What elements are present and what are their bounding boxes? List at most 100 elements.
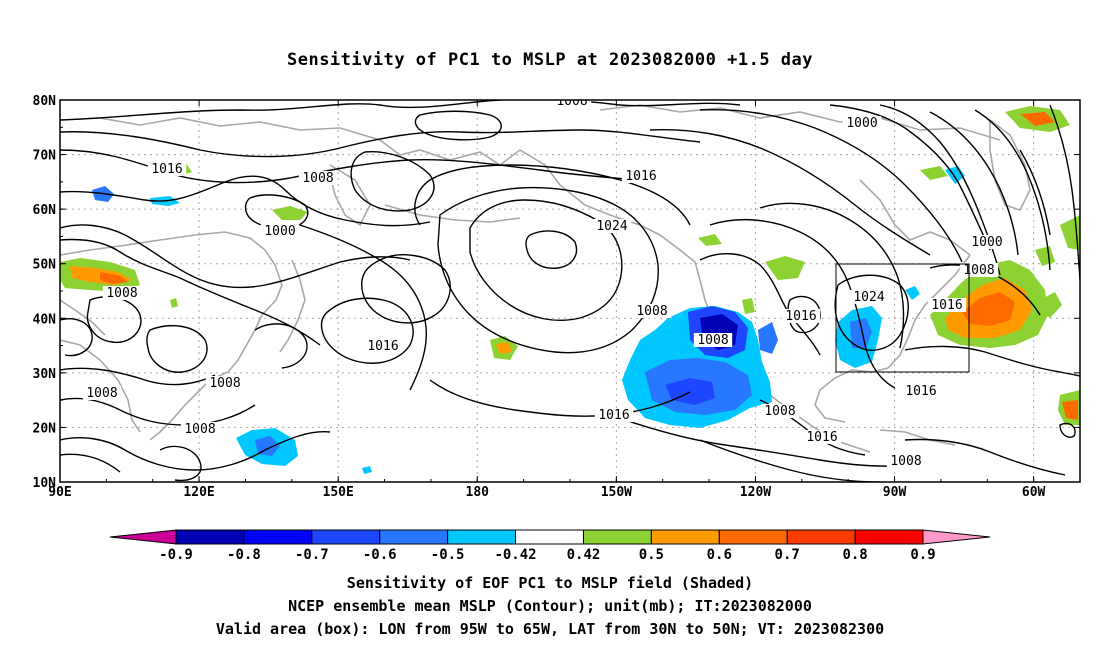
lon-tick-label: 150E: [323, 485, 354, 500]
colorbar-swatch: [854, 529, 924, 545]
lat-tick-label: 60N: [33, 203, 57, 218]
contour-label-bg: [901, 384, 941, 398]
colorbar-swatch: [243, 529, 313, 545]
contour-label-bg: [180, 422, 220, 436]
lon-tick-label: 120W: [740, 485, 771, 500]
colorbar-swatch: [515, 529, 584, 545]
colorbar: -0.9 -0.8 -0.7 -0.6 -0.5 -0.42 0.42 0.5 0.6 0.7 0.…: [109, 529, 991, 563]
contour-label: 1008: [184, 422, 215, 437]
colorbar-swatch: [379, 529, 449, 545]
contour-label: 1008: [636, 304, 667, 319]
contour-label-bg: [552, 100, 592, 108]
colorbar-label: 0.5: [639, 547, 664, 563]
contour-label-bg: [298, 171, 338, 185]
caption-valid-area: Valid area (box): LON from 95W to 65W, L…: [215, 620, 885, 638]
colorbar-label: 0.9: [910, 547, 935, 563]
contour-label: 1016: [151, 162, 182, 177]
contour-label-bg: [693, 333, 733, 347]
colorbar-label: 0.6: [707, 547, 732, 563]
lon-tick-label: 60W: [1022, 485, 1046, 500]
contour-label-bg: [849, 290, 889, 304]
contour-label: 1008: [890, 454, 921, 469]
colorbar-label: -0.5: [431, 547, 465, 563]
caption-shading: Sensitivity of EOF PC1 to MSLP field (Sh…: [346, 574, 754, 592]
colorbar-label: -0.7: [295, 547, 329, 563]
contour-label: 1016: [598, 408, 629, 423]
lon-tick-label: 180: [466, 485, 490, 500]
caption-contour: NCEP ensemble mean MSLP (Contour); unit(…: [288, 597, 812, 615]
colorbar-label: 0.8: [842, 547, 867, 563]
colorbar-swatch: [718, 529, 788, 545]
contour-label: 1008: [764, 404, 795, 419]
contour-label: 1000: [971, 235, 1002, 250]
contour-label: 1024: [853, 290, 884, 305]
colorbar-swatch: [582, 529, 652, 545]
lat-tick-label: 10N: [33, 476, 57, 491]
longitude-axis: 90E 120E 150E 180 150W 120W 90W 60W: [48, 485, 1045, 500]
contour-label-bg: [760, 404, 800, 418]
contour-label: 1016: [785, 309, 816, 324]
contour-label-bg: [781, 309, 821, 323]
colorbar-label: 0.42: [567, 547, 601, 563]
latitude-axis: 80N 70N 60N 50N 40N 30N 20N 10N: [33, 94, 57, 491]
valid-area-box: [835, 263, 970, 373]
contour-label-bg: [260, 224, 300, 238]
colorbar-label: -0.6: [363, 547, 397, 563]
colorbar-low-end: [109, 529, 177, 545]
contour-label: 1008: [963, 263, 994, 278]
lat-tick-label: 30N: [33, 367, 57, 382]
chart-title: Sensitivity of PC1 to MSLP at 2023082000…: [286, 50, 813, 70]
lat-tick-label: 20N: [33, 421, 57, 436]
contour-label-bg: [147, 162, 187, 176]
contour-label-bg: [621, 169, 661, 183]
contour-label-bg: [632, 304, 672, 318]
contour-label-bg: [363, 339, 403, 353]
colorbar-swatch: [786, 529, 856, 545]
contour-label: 1008: [302, 171, 333, 186]
contour-label: 1008: [209, 376, 240, 391]
contour-label: 1008: [697, 333, 728, 348]
contour-label-bg: [102, 286, 142, 300]
mslp-contours: [60, 100, 1080, 482]
lon-tick-label: 150W: [601, 485, 632, 500]
colorbar-swatch: [311, 529, 381, 545]
contour-labels: 1008 1000 1016 1008 1016 1000 1024 1008 1000 1008…: [82, 94, 1007, 469]
contour-label-bg: [967, 235, 1007, 249]
contour-label: 1000: [264, 224, 295, 239]
lat-tick-label: 40N: [33, 312, 57, 327]
contour-label: 1016: [367, 339, 398, 354]
contour-label: 1016: [905, 384, 936, 399]
contour-label-bg: [594, 408, 634, 422]
colorbar-label: 0.7: [775, 547, 800, 563]
lat-tick-label: 50N: [33, 258, 57, 273]
contour-label-bg: [82, 386, 122, 400]
contour-label: 1008: [556, 94, 587, 109]
colorbar-swatch: [175, 529, 245, 545]
lon-tick-label: 90E: [48, 485, 71, 500]
lon-tick-label: 90W: [883, 485, 907, 500]
colorbar-label: -0.9: [159, 547, 193, 563]
contour-label-bg: [592, 219, 632, 233]
contour-label-bg: [205, 376, 245, 390]
contour-label: 1008: [86, 386, 117, 401]
positive-sensitivity-areas: [60, 106, 1080, 425]
contour-label-bg: [927, 298, 967, 312]
colorbar-swatch: [447, 529, 517, 545]
contour-label-bg: [886, 454, 926, 468]
contour-label: 1008: [106, 286, 137, 301]
contour-label: 1016: [931, 298, 962, 313]
colorbar-label: -0.8: [227, 547, 261, 563]
contour-label-bg: [802, 430, 842, 444]
colorbar-label: -0.42: [494, 547, 536, 563]
axis-ticks: [59, 99, 1081, 483]
contour-label: 1000: [846, 116, 877, 131]
contour-label: 1024: [596, 219, 627, 234]
lat-tick-label: 70N: [33, 149, 57, 164]
contour-label: 1016: [806, 430, 837, 445]
colorbar-high-end: [922, 529, 991, 545]
contour-label: 1016: [625, 169, 656, 184]
lat-tick-label: 80N: [33, 94, 57, 109]
colorbar-swatch: [650, 529, 720, 545]
contour-label-bg: [842, 116, 882, 130]
